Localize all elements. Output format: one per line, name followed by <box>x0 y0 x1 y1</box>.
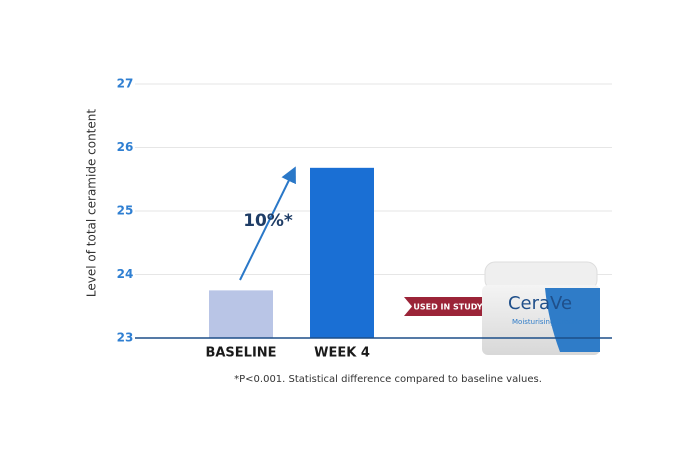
y-tick-label: 23 <box>117 331 134 345</box>
x-tick-label: WEEK 4 <box>314 346 370 361</box>
footnote: *P<0.001. Statistical difference compare… <box>234 374 542 385</box>
x-tick-label: BASELINE <box>205 346 276 361</box>
badge <box>404 297 490 316</box>
product-name: Moisturising Cream <box>512 318 580 326</box>
y-tick-label: 26 <box>117 140 134 154</box>
y-tick-label: 27 <box>117 77 134 91</box>
product-jar: CeraVe Moisturising Cream <box>482 261 600 355</box>
annotation: 10%* <box>243 211 293 231</box>
bar <box>209 290 273 338</box>
increase-arrow <box>239 166 296 281</box>
y-axis-label: Level of total ceramide content <box>85 109 99 297</box>
bar <box>310 167 374 338</box>
y-tick-label: 24 <box>117 267 134 281</box>
y-tick-label: 25 <box>117 204 134 218</box>
product-brand: CeraVe <box>508 293 572 314</box>
badge-text: USED IN STUDY <box>413 303 482 312</box>
